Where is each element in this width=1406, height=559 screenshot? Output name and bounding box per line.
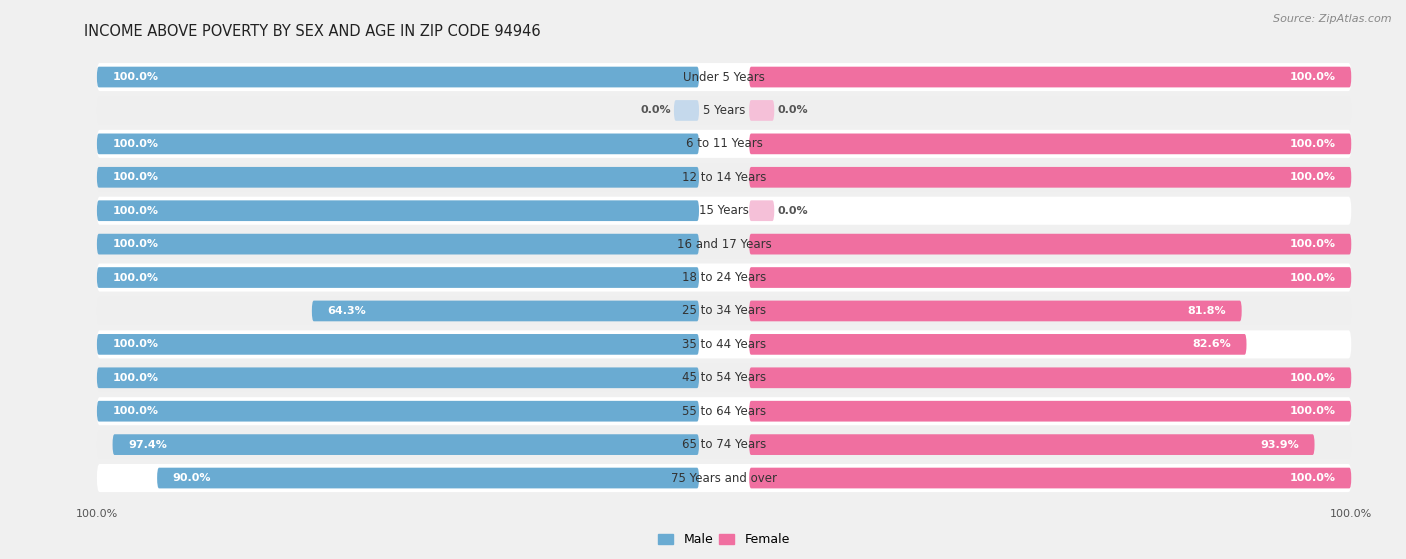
FancyBboxPatch shape bbox=[97, 401, 699, 421]
FancyBboxPatch shape bbox=[97, 367, 699, 388]
Text: Under 5 Years: Under 5 Years bbox=[683, 70, 765, 83]
Text: 0.0%: 0.0% bbox=[778, 206, 808, 216]
Text: 15 Years: 15 Years bbox=[699, 204, 749, 217]
Text: 45 to 54 Years: 45 to 54 Years bbox=[682, 371, 766, 384]
Text: 100.0%: 100.0% bbox=[1289, 172, 1336, 182]
FancyBboxPatch shape bbox=[97, 397, 1351, 425]
FancyBboxPatch shape bbox=[97, 197, 1351, 225]
FancyBboxPatch shape bbox=[97, 230, 1351, 258]
Text: 0.0%: 0.0% bbox=[640, 106, 671, 116]
FancyBboxPatch shape bbox=[97, 364, 1351, 392]
Text: 100.0%: 100.0% bbox=[112, 206, 159, 216]
Text: 5 Years: 5 Years bbox=[703, 104, 745, 117]
FancyBboxPatch shape bbox=[749, 334, 1247, 355]
FancyBboxPatch shape bbox=[749, 367, 1351, 388]
FancyBboxPatch shape bbox=[157, 468, 699, 489]
FancyBboxPatch shape bbox=[673, 100, 699, 121]
FancyBboxPatch shape bbox=[749, 100, 775, 121]
FancyBboxPatch shape bbox=[97, 130, 1351, 158]
FancyBboxPatch shape bbox=[749, 267, 1351, 288]
FancyBboxPatch shape bbox=[97, 200, 699, 221]
Text: 16 and 17 Years: 16 and 17 Years bbox=[676, 238, 772, 250]
Text: 12 to 14 Years: 12 to 14 Years bbox=[682, 171, 766, 184]
FancyBboxPatch shape bbox=[749, 434, 1315, 455]
Text: 25 to 34 Years: 25 to 34 Years bbox=[682, 305, 766, 318]
Text: 100.0%: 100.0% bbox=[112, 273, 159, 282]
FancyBboxPatch shape bbox=[749, 401, 1351, 421]
Text: 100.0%: 100.0% bbox=[112, 72, 159, 82]
Text: 82.6%: 82.6% bbox=[1192, 339, 1230, 349]
FancyBboxPatch shape bbox=[97, 297, 1351, 325]
FancyBboxPatch shape bbox=[97, 167, 699, 188]
Text: 100.0%: 100.0% bbox=[112, 406, 159, 416]
FancyBboxPatch shape bbox=[97, 267, 699, 288]
FancyBboxPatch shape bbox=[749, 200, 775, 221]
FancyBboxPatch shape bbox=[749, 167, 1351, 188]
Text: 100.0%: 100.0% bbox=[112, 239, 159, 249]
FancyBboxPatch shape bbox=[97, 464, 1351, 492]
Text: 100.0%: 100.0% bbox=[1289, 72, 1336, 82]
Legend: Male, Female: Male, Female bbox=[654, 528, 794, 551]
Text: 100.0%: 100.0% bbox=[1289, 273, 1336, 282]
Text: 35 to 44 Years: 35 to 44 Years bbox=[682, 338, 766, 351]
Text: 100.0%: 100.0% bbox=[1289, 473, 1336, 483]
Text: 100.0%: 100.0% bbox=[1289, 239, 1336, 249]
Text: 100.0%: 100.0% bbox=[112, 339, 159, 349]
Text: 93.9%: 93.9% bbox=[1260, 439, 1299, 449]
FancyBboxPatch shape bbox=[97, 430, 1351, 458]
Text: 100.0%: 100.0% bbox=[112, 373, 159, 383]
FancyBboxPatch shape bbox=[749, 301, 1241, 321]
FancyBboxPatch shape bbox=[97, 63, 1351, 91]
FancyBboxPatch shape bbox=[97, 96, 1351, 125]
Text: 100.0%: 100.0% bbox=[1289, 373, 1336, 383]
Text: 75 Years and over: 75 Years and over bbox=[671, 472, 778, 485]
FancyBboxPatch shape bbox=[97, 330, 1351, 358]
Text: 64.3%: 64.3% bbox=[328, 306, 367, 316]
Text: 90.0%: 90.0% bbox=[173, 473, 211, 483]
FancyBboxPatch shape bbox=[749, 234, 1351, 254]
Text: 65 to 74 Years: 65 to 74 Years bbox=[682, 438, 766, 451]
FancyBboxPatch shape bbox=[112, 434, 699, 455]
FancyBboxPatch shape bbox=[97, 67, 699, 87]
Text: 100.0%: 100.0% bbox=[1289, 139, 1336, 149]
Text: Source: ZipAtlas.com: Source: ZipAtlas.com bbox=[1274, 14, 1392, 24]
Text: 0.0%: 0.0% bbox=[778, 106, 808, 116]
Text: 55 to 64 Years: 55 to 64 Years bbox=[682, 405, 766, 418]
Text: 6 to 11 Years: 6 to 11 Years bbox=[686, 138, 762, 150]
FancyBboxPatch shape bbox=[749, 134, 1351, 154]
FancyBboxPatch shape bbox=[97, 234, 699, 254]
FancyBboxPatch shape bbox=[97, 263, 1351, 292]
Text: 100.0%: 100.0% bbox=[1289, 406, 1336, 416]
Text: 100.0%: 100.0% bbox=[112, 172, 159, 182]
Text: 100.0%: 100.0% bbox=[112, 139, 159, 149]
Text: 97.4%: 97.4% bbox=[128, 439, 167, 449]
FancyBboxPatch shape bbox=[97, 134, 699, 154]
Text: INCOME ABOVE POVERTY BY SEX AND AGE IN ZIP CODE 94946: INCOME ABOVE POVERTY BY SEX AND AGE IN Z… bbox=[84, 25, 541, 40]
FancyBboxPatch shape bbox=[97, 334, 699, 355]
FancyBboxPatch shape bbox=[97, 163, 1351, 191]
Text: 81.8%: 81.8% bbox=[1188, 306, 1226, 316]
Text: 18 to 24 Years: 18 to 24 Years bbox=[682, 271, 766, 284]
FancyBboxPatch shape bbox=[749, 67, 1351, 87]
FancyBboxPatch shape bbox=[749, 468, 1351, 489]
FancyBboxPatch shape bbox=[312, 301, 699, 321]
